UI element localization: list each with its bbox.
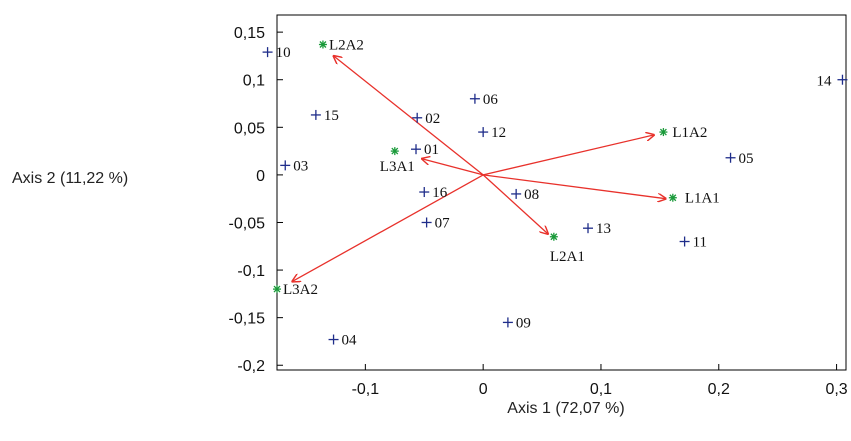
observation-point: 02 (412, 111, 440, 127)
plot-frame (276, 14, 847, 371)
observation-label: 09 (516, 315, 531, 331)
observation-label: 06 (483, 92, 499, 108)
observation-label: 01 (424, 142, 439, 158)
observation-point: 08 (511, 187, 539, 203)
points-layer: 10 14 15 02 06 12 01 03 16 08 07 13 11 05 09 04 L2A2 L1A2… (262, 38, 848, 349)
loading-arrow (483, 174, 666, 199)
observation-point: 09 (502, 315, 531, 331)
observation-label: 04 (342, 333, 358, 349)
observation-point: 06 (469, 92, 499, 108)
y-tick-label: 0 (256, 168, 265, 185)
observation-label: 15 (324, 108, 339, 124)
observation-point: 12 (478, 125, 506, 141)
y-axis-title: Axis 2 (11,22 %) (12, 170, 128, 187)
variable-point: L1A1 (668, 191, 720, 207)
variable-point: L1A2 (659, 125, 707, 141)
observation-point: 13 (583, 221, 611, 237)
observation-point: 16 (419, 185, 448, 201)
observation-point: 03 (280, 158, 308, 174)
observation-label: 10 (276, 45, 291, 61)
x-tick-label: 0,2 (708, 381, 730, 398)
observation-point: 10 (262, 45, 291, 61)
loading-arrow (422, 159, 484, 176)
observation-point: 05 (725, 151, 754, 167)
arrows-layer (292, 56, 665, 282)
observation-label: 02 (425, 111, 440, 127)
loading-arrow (483, 135, 654, 176)
observation-point: 14 (816, 74, 848, 90)
variable-label: L2A1 (550, 249, 585, 265)
variable-point: L3A1 (380, 147, 415, 175)
x-tick-label: 0,1 (590, 381, 612, 398)
y-tick-label: -0,15 (229, 311, 266, 328)
x-axis: -0,1 0 0,1 0,2 0,3 (352, 364, 848, 398)
variable-point: L2A2 (318, 38, 364, 54)
observation-label: 12 (491, 125, 506, 141)
observation-label: 13 (596, 221, 611, 237)
y-tick-label: 0,15 (234, 25, 265, 42)
variable-point: L2A1 (549, 232, 585, 265)
observation-point: 15 (310, 108, 339, 124)
loading-arrow (292, 174, 484, 282)
x-axis-title: Axis 1 (72,07 %) (507, 400, 624, 417)
observation-point: 01 (411, 142, 439, 158)
observation-label: 03 (293, 158, 308, 174)
x-tick-label: 0,3 (825, 381, 847, 398)
observation-point: 04 (328, 333, 358, 349)
y-tick-label: -0,05 (229, 215, 266, 232)
variable-label: L3A2 (283, 282, 318, 298)
x-tick-label: -0,1 (352, 381, 380, 398)
observation-label: 05 (739, 151, 754, 167)
variable-label: L1A2 (672, 125, 707, 141)
variable-point: L3A2 (273, 282, 318, 298)
observation-label: 11 (693, 235, 707, 251)
y-tick-label: -0,2 (237, 358, 265, 375)
observation-label: 16 (432, 185, 448, 201)
variable-label: L1A1 (685, 191, 720, 207)
observation-point: 11 (679, 235, 707, 251)
y-tick-label: 0,1 (243, 73, 265, 90)
observation-label: 08 (524, 187, 539, 203)
variable-label: L3A1 (380, 159, 415, 175)
y-axis: 0,15 0,1 0,05 0 -0,05 -0,1 -0,15 -0,2 (229, 25, 283, 375)
y-tick-label: 0,05 (234, 120, 265, 137)
loading-arrow (334, 56, 484, 176)
observation-label: 07 (435, 215, 451, 231)
y-tick-label: -0,1 (237, 263, 265, 280)
x-tick-label: 0 (479, 381, 488, 398)
observation-label: 14 (816, 74, 832, 90)
variable-label: L2A2 (329, 38, 364, 54)
observation-point: 07 (421, 215, 451, 231)
loading-arrow (482, 174, 548, 234)
